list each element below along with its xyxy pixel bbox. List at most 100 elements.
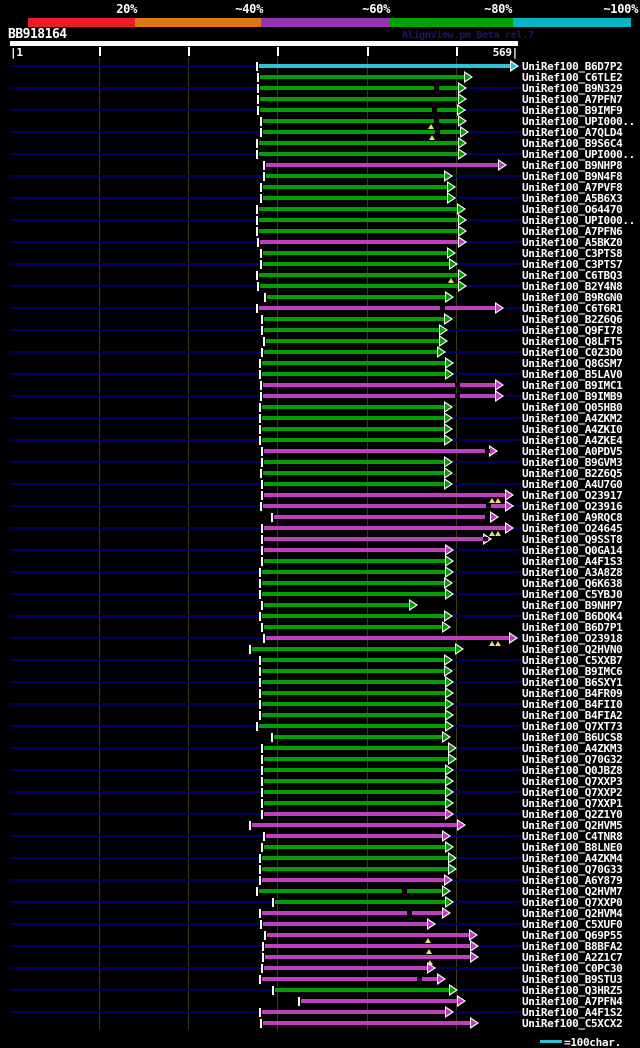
bar-start-tick xyxy=(261,601,263,610)
arrow-right-fill xyxy=(443,733,449,741)
row-label: UniRef100_A4ZKI0 xyxy=(522,423,623,436)
arrow-right-fill xyxy=(450,986,456,994)
alignment-bar xyxy=(264,845,447,849)
bar-start-tick xyxy=(261,546,263,555)
alignment-bar xyxy=(262,372,447,376)
row-label: UniRef100_B4FII0 xyxy=(522,698,623,711)
alignment-bar xyxy=(263,196,449,200)
alignment-bar xyxy=(264,350,439,354)
arrow-right-fill xyxy=(459,282,465,290)
arrow-right-fill xyxy=(458,205,464,213)
alignment-bar xyxy=(263,394,497,398)
bar-start-tick xyxy=(249,645,251,654)
alignment-bar xyxy=(259,306,497,310)
alignment-bar xyxy=(260,108,459,112)
arrow-right-fill xyxy=(445,469,451,477)
alignment-bar xyxy=(264,757,450,761)
row-guide-line xyxy=(10,637,521,639)
alignment-bar xyxy=(264,449,491,453)
row-label: UniRef100_C0Z3D0 xyxy=(522,346,623,359)
bar-start-tick xyxy=(261,524,263,533)
subject-gap-marker xyxy=(432,108,437,112)
arrow-right-fill xyxy=(440,337,446,345)
alignment-bar xyxy=(260,75,466,79)
bar-start-tick xyxy=(257,84,259,93)
subject-gap-marker xyxy=(417,977,422,981)
alignment-bar xyxy=(262,658,446,662)
arrow-right-fill xyxy=(445,315,451,323)
alignment-bar xyxy=(266,163,500,167)
ruler-start: |1 xyxy=(10,46,23,59)
arrow-right-fill xyxy=(496,381,502,389)
alignment-bar xyxy=(262,361,447,365)
alignment-bar xyxy=(262,702,447,706)
alignment-bar xyxy=(262,438,446,442)
arrow-right-fill xyxy=(446,810,452,818)
row-label: UniRef100_A2Z1C7 xyxy=(522,951,623,964)
arrow-right-fill xyxy=(496,392,502,400)
scale-segment xyxy=(261,18,390,27)
row-label: UniRef100_Q2HVN0 xyxy=(522,643,623,656)
row-label: UniRef100_Q70G33 xyxy=(522,863,623,876)
arrow-right-fill xyxy=(511,62,517,70)
bar-start-tick xyxy=(263,161,265,170)
bar-start-tick xyxy=(263,172,265,181)
bar-start-tick xyxy=(259,689,261,698)
arrow-right-fill xyxy=(471,953,477,961)
row-label: UniRef100_A4F1S2 xyxy=(522,1006,623,1019)
scale-label-40: ~40% xyxy=(235,2,263,16)
ruler-tick xyxy=(277,47,279,56)
bar-start-tick xyxy=(271,733,273,742)
alignment-bar xyxy=(259,229,460,233)
bar-start-tick xyxy=(263,634,265,643)
arrow-right-fill xyxy=(459,227,465,235)
arrow-right-fill xyxy=(491,513,497,521)
row-label: UniRef100_B4FR09 xyxy=(522,687,623,700)
row-label: UniRef100_Q0GA14 xyxy=(522,544,623,557)
alignment-bar xyxy=(259,64,512,68)
bar-start-tick xyxy=(271,513,273,522)
row-label: UniRef100_B9RGN0 xyxy=(522,291,623,304)
alignment-bar xyxy=(265,944,472,948)
row-label: UniRef100_B9N329 xyxy=(522,82,623,95)
arrow-right-fill xyxy=(458,997,464,1005)
alignment-bar xyxy=(263,504,507,508)
bar-start-tick xyxy=(259,579,261,588)
row-label: UniRef100_Q9FI78 xyxy=(522,324,623,337)
bar-start-tick xyxy=(261,447,263,456)
alignment-bar xyxy=(259,724,447,728)
bar-start-tick xyxy=(259,436,261,445)
row-label: UniRef100_B2Z6Q6 xyxy=(522,313,623,326)
arrow-right-fill xyxy=(445,667,451,675)
alignment-bar xyxy=(264,493,507,497)
arrow-right-fill xyxy=(443,887,449,895)
arrow-right-fill xyxy=(445,436,451,444)
alignment-bar xyxy=(264,482,446,486)
bar-start-tick xyxy=(261,315,263,324)
row-label: UniRef100_Q7XXP1 xyxy=(522,797,623,810)
bar-start-tick xyxy=(261,480,263,489)
bar-start-tick xyxy=(298,997,300,1006)
subject-gap-marker xyxy=(402,889,407,893)
bar-start-tick xyxy=(259,1008,261,1017)
alignment-bar xyxy=(264,328,441,332)
arrow-right-fill xyxy=(471,1019,477,1027)
scale-segment xyxy=(513,18,631,27)
bar-start-tick xyxy=(261,799,263,808)
alignment-bar xyxy=(262,911,444,915)
row-label: UniRef100_C5XCX2 xyxy=(522,1017,623,1030)
alignment-bar xyxy=(259,152,460,156)
arrow-right-fill xyxy=(459,216,465,224)
row-label: UniRef100_C4TNR8 xyxy=(522,830,623,843)
scale-segment xyxy=(28,18,135,27)
alignment-bar xyxy=(262,1010,447,1014)
alignment-bar xyxy=(263,922,429,926)
arrow-right-fill xyxy=(445,172,451,180)
row-label: UniRef100_Q2HVM7 xyxy=(522,885,623,898)
alignment-bar xyxy=(264,768,447,772)
bar-start-tick xyxy=(260,128,262,137)
bar-start-tick xyxy=(261,348,263,357)
bar-start-tick xyxy=(261,623,263,632)
bar-start-tick xyxy=(259,865,261,874)
alignment-bar xyxy=(267,295,447,299)
